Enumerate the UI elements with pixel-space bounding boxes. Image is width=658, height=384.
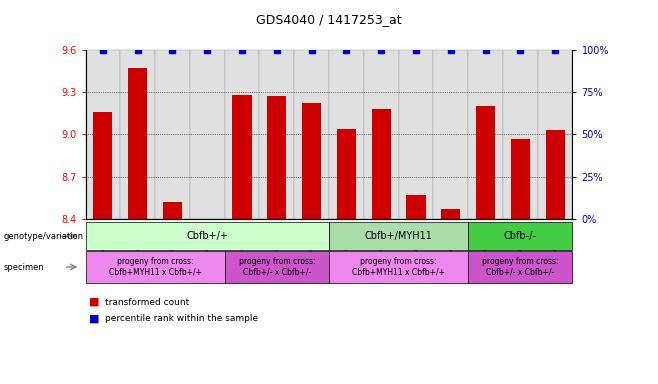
Text: progeny from cross:
Cbfb+MYH11 x Cbfb+/+: progeny from cross: Cbfb+MYH11 x Cbfb+/+ (352, 257, 445, 277)
Text: progeny from cross:
Cbfb+/- x Cbfb+/-: progeny from cross: Cbfb+/- x Cbfb+/- (239, 257, 315, 277)
Bar (364, 50, 399, 219)
Text: Cbfb+/+: Cbfb+/+ (186, 231, 228, 241)
Bar (337, 129, 356, 219)
Bar (163, 202, 182, 219)
Bar (545, 130, 565, 219)
Text: GDS4040 / 1417253_at: GDS4040 / 1417253_at (256, 13, 402, 26)
Bar (503, 50, 538, 219)
Text: specimen: specimen (3, 263, 44, 271)
Text: transformed count: transformed count (105, 298, 190, 307)
Text: progeny from cross:
Cbfb+MYH11 x Cbfb+/+: progeny from cross: Cbfb+MYH11 x Cbfb+/+ (109, 257, 201, 277)
Bar (511, 139, 530, 219)
Bar (372, 109, 391, 219)
Bar (224, 50, 259, 219)
Bar (399, 50, 434, 219)
Text: progeny from cross:
Cbfb+/- x Cbfb+/-: progeny from cross: Cbfb+/- x Cbfb+/- (482, 257, 559, 277)
Bar (232, 95, 251, 219)
Bar (476, 106, 495, 219)
Bar (267, 96, 286, 219)
Bar (190, 50, 224, 219)
Bar (93, 112, 113, 219)
Bar (441, 209, 461, 219)
Bar (329, 50, 364, 219)
Text: Cbfb-/-: Cbfb-/- (504, 231, 537, 241)
Bar (120, 50, 155, 219)
Bar (468, 50, 503, 219)
Bar (294, 50, 329, 219)
Bar (407, 195, 426, 219)
Bar (302, 103, 321, 219)
Bar (155, 50, 190, 219)
Bar (86, 50, 120, 219)
Bar (259, 50, 294, 219)
Bar (538, 50, 572, 219)
Text: genotype/variation: genotype/variation (3, 232, 84, 241)
Text: ■: ■ (89, 313, 99, 323)
Text: ■: ■ (89, 297, 99, 307)
Bar (434, 50, 468, 219)
Text: Cbfb+/MYH11: Cbfb+/MYH11 (365, 231, 432, 241)
Bar (128, 68, 147, 219)
Text: percentile rank within the sample: percentile rank within the sample (105, 314, 259, 323)
